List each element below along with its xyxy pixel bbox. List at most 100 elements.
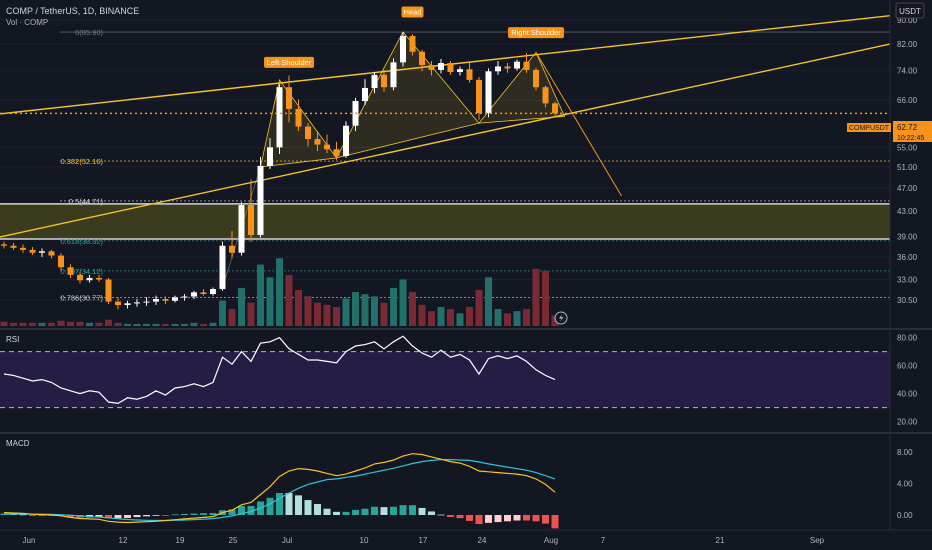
- candlestick-series: [1, 32, 558, 310]
- volume-bar: [162, 323, 169, 326]
- candle-body: [229, 245, 235, 253]
- currency-button[interactable]: [895, 2, 925, 19]
- candle-body: [514, 61, 520, 69]
- candle-body: [200, 292, 207, 295]
- symbol-badge: [847, 123, 891, 132]
- candle-body: [428, 65, 435, 70]
- macd-histogram-bar: [456, 515, 464, 519]
- volume-bar: [19, 322, 27, 326]
- candle-body: [381, 74, 387, 88]
- macd-histogram-bar: [475, 515, 483, 525]
- candle-body: [105, 279, 112, 302]
- upper-trend-line: [0, 15, 891, 115]
- support-zone-fill: [0, 203, 890, 239]
- volume-bar: [542, 270, 549, 326]
- candle-body: [495, 66, 501, 72]
- price-tick-label: 43.00: [897, 207, 918, 216]
- macd-histogram-bar: [124, 515, 131, 518]
- volume-bar: [143, 323, 150, 326]
- rsi-tick-label: 80.00: [897, 334, 918, 343]
- candle-body: [333, 149, 340, 156]
- plot-area: [0, 0, 890, 550]
- volume-bar: [371, 296, 378, 326]
- candle-body: [542, 87, 549, 104]
- fib-level-label: 0.707(34.12): [60, 267, 103, 276]
- candle-body: [143, 301, 150, 303]
- macd-signal-line: [3, 459, 556, 522]
- macd-label[interactable]: MACD: [6, 439, 30, 448]
- candle-body: [134, 302, 140, 304]
- rsi-tick-label: 60.00: [897, 362, 918, 371]
- volume-bar: [466, 306, 473, 326]
- candle-body: [305, 126, 311, 140]
- macd-histogram-bar: [162, 515, 169, 516]
- macd-histogram-bar: [513, 515, 521, 521]
- macd-histogram-bar: [105, 515, 112, 519]
- right-shoulder-label: Right Shoulder: [511, 28, 561, 37]
- volume-bar: [504, 313, 511, 326]
- candle-body: [267, 147, 273, 166]
- macd-histogram-bar: [380, 507, 388, 515]
- candle-body: [276, 87, 283, 148]
- volume-bar: [380, 302, 388, 326]
- macd-tick-label: 0.00: [897, 511, 913, 520]
- price-tick-label: 30.50: [897, 296, 918, 305]
- macd-histogram-bar: [390, 506, 397, 515]
- candle-body: [1, 244, 7, 246]
- volume-bar: [228, 309, 236, 326]
- volume-bar: [105, 319, 112, 326]
- volume-bar: [95, 322, 103, 326]
- fib-level-label: 0.618(38.32): [60, 237, 103, 246]
- volume-bar: [551, 315, 559, 326]
- rsi-line: [3, 335, 556, 405]
- candle-body: [48, 251, 55, 256]
- rsi-band-fill: [0, 351, 890, 408]
- volume-bar: [304, 296, 312, 326]
- macd-histogram-bar: [133, 515, 141, 518]
- symbol-title[interactable]: COMP / TetherUS, 1D, BINANCE: [6, 6, 139, 16]
- macd-histogram-bar: [371, 506, 378, 515]
- time-tick-label: 24: [478, 536, 487, 545]
- rsi-label[interactable]: RSI: [6, 335, 19, 344]
- rsi-tick-label: 20.00: [897, 418, 918, 427]
- symbol-badge-label: COMPUSDT: [849, 125, 890, 132]
- macd-histogram-bar: [143, 515, 150, 517]
- macd-histogram-bar: [361, 508, 369, 515]
- volume-bar: [323, 304, 331, 326]
- price-tick-label: 90.00: [897, 16, 918, 25]
- macd-histogram-bar: [542, 515, 549, 524]
- macd-histogram-bar: [38, 515, 46, 516]
- candle-body: [324, 144, 330, 150]
- rsi-pane: [0, 335, 890, 409]
- head-label: Head: [404, 8, 422, 17]
- macd-histogram-bar: [466, 515, 473, 521]
- currency-label: USDT: [899, 7, 921, 16]
- volume-indicator-label[interactable]: Vol · COMP: [6, 18, 48, 27]
- macd-histogram-bar: [181, 513, 188, 515]
- macd-line: [3, 453, 556, 524]
- volume-bar: [513, 311, 521, 326]
- price-tick-label: 33.00: [897, 276, 918, 285]
- price-tick-label: 66.00: [897, 96, 918, 105]
- candle-body: [504, 66, 511, 69]
- fib-level-label: 0(85.90): [75, 28, 103, 37]
- time-axis[interactable]: Jun 12 19 25 Jul 10 17 24 Aug 7 21 Sep: [0, 529, 932, 545]
- last-price-countdown: 10:22:45: [897, 135, 924, 142]
- neckline-trend-line: [0, 43, 891, 238]
- candle-body: [77, 274, 83, 281]
- target-projection-line: [535, 52, 622, 197]
- candle-body: [115, 301, 121, 306]
- price-axis[interactable]: 90.00 82.00 74.00 66.00 55.00 51.00 47.00 43.00…: [897, 16, 918, 520]
- volume-bar: [390, 287, 397, 326]
- macd-histogram-bar: [304, 500, 312, 515]
- volume-bar: [48, 322, 55, 326]
- macd-histogram-bar: [314, 504, 321, 515]
- time-tick-label: Sep: [810, 536, 825, 545]
- candle-body: [533, 69, 539, 88]
- candle-body: [438, 63, 444, 70]
- time-tick-label: 7: [601, 536, 606, 545]
- macd-histogram-bar: [333, 511, 340, 515]
- candle-body: [485, 71, 492, 114]
- candle-body: [124, 303, 131, 306]
